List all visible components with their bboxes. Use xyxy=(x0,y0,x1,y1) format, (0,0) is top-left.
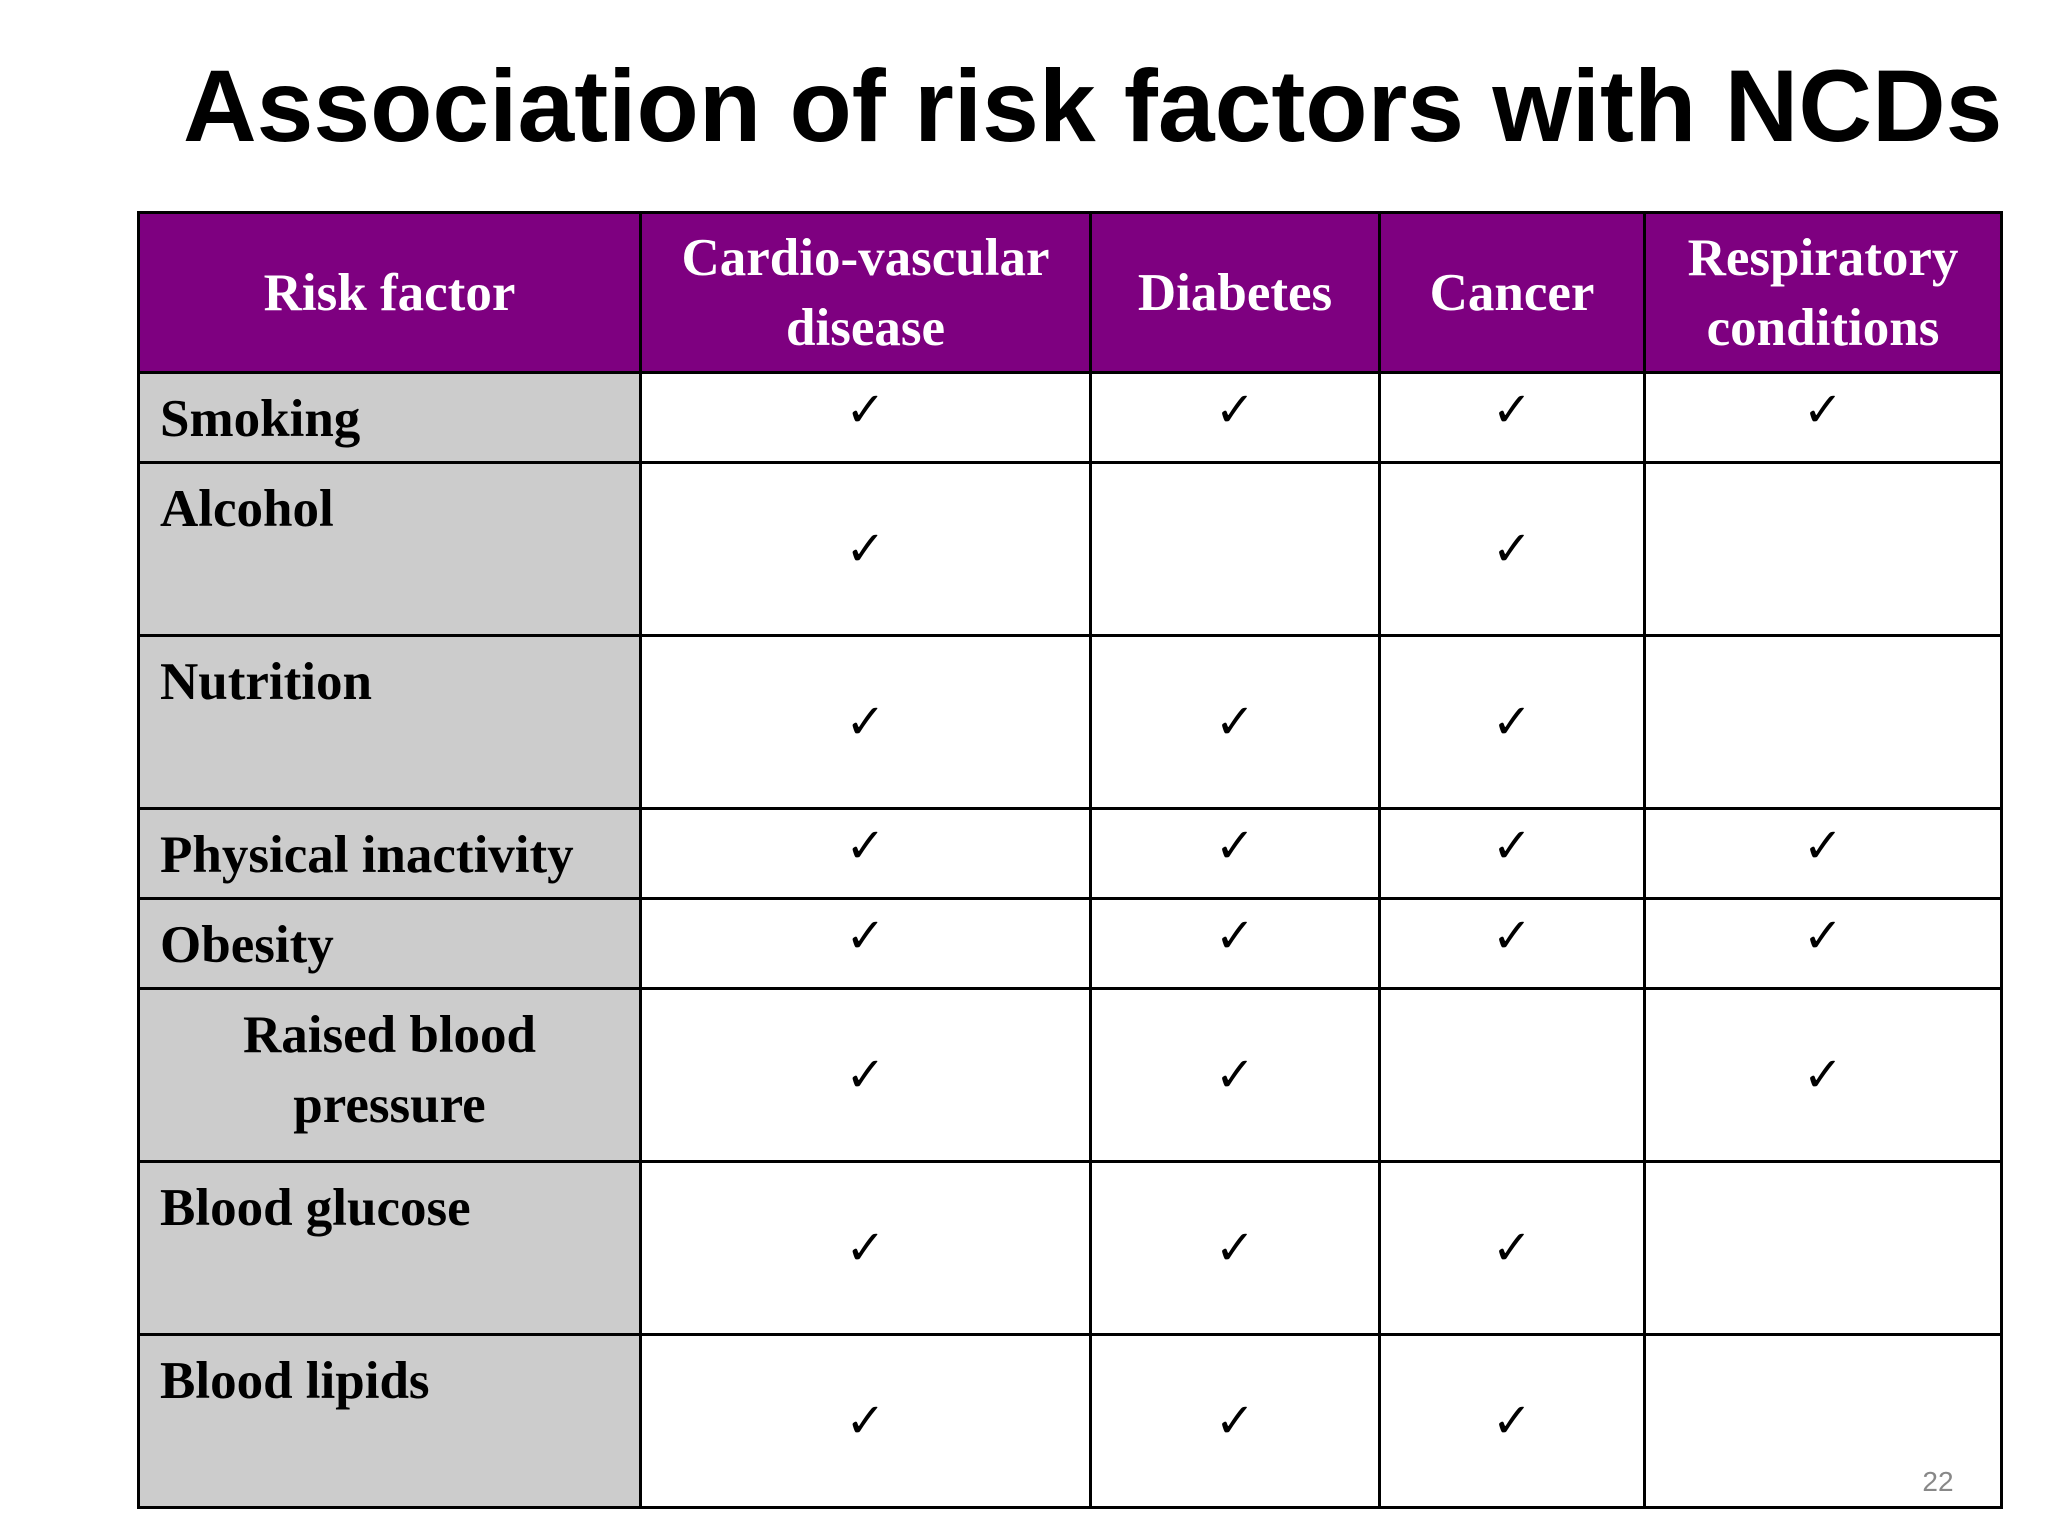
mark-cell-cancer: ✓ xyxy=(1378,1333,1646,1509)
check-mark-icon: ✓ xyxy=(845,694,886,750)
risk-factor-label: Physical inactivity xyxy=(137,807,642,900)
risk-factor-label: Blood glucose xyxy=(137,1160,642,1336)
mark-cell-cancer: ✓ xyxy=(1378,634,1646,810)
mark-cell-cardiovascular: ✓ xyxy=(639,897,1092,990)
check-mark-icon: ✓ xyxy=(1214,908,1256,964)
risk-factor-label: Smoking xyxy=(137,371,642,464)
mark-cell-cardiovascular: ✓ xyxy=(639,371,1092,464)
mark-cell-respiratory: ✓ xyxy=(1643,987,2003,1163)
check-mark-icon: ✓ xyxy=(1214,1220,1256,1276)
table-row: Blood lipids ✓ ✓ ✓ xyxy=(137,1333,2003,1509)
check-mark-icon: ✓ xyxy=(845,382,886,438)
check-mark-icon: ✓ xyxy=(1214,1393,1256,1449)
check-mark-icon: ✓ xyxy=(845,818,886,874)
check-mark-icon: ✓ xyxy=(1491,1393,1533,1449)
check-mark-icon: ✓ xyxy=(1214,694,1256,750)
mark-cell-diabetes: ✓ xyxy=(1089,807,1381,900)
mark-cell-cardiovascular: ✓ xyxy=(639,634,1092,810)
mark-cell-cancer: ✓ xyxy=(1378,371,1646,464)
mark-cell-diabetes: ✓ xyxy=(1089,634,1381,810)
mark-cell-respiratory: ✓ xyxy=(1643,807,2003,900)
check-mark-icon: ✓ xyxy=(1491,1220,1533,1276)
table-row: Alcohol ✓ ✓ xyxy=(137,461,2003,637)
check-mark-icon: ✓ xyxy=(1491,521,1533,577)
check-mark-icon: ✓ xyxy=(845,1220,886,1276)
table-header-row: Risk factor Cardio-vascular disease Diab… xyxy=(137,211,2003,374)
table-row: Obesity ✓ ✓ ✓ ✓ xyxy=(137,897,2003,990)
table-row: Raised blood pressure ✓ ✓ ✓ xyxy=(137,987,2003,1163)
risk-factor-label: Alcohol xyxy=(137,461,642,637)
mark-cell-diabetes: ✓ xyxy=(1089,987,1381,1163)
mark-cell-cancer: ✓ xyxy=(1378,807,1646,900)
mark-cell-cancer: ✓ xyxy=(1378,1160,1646,1336)
mark-cell-respiratory xyxy=(1643,461,2003,637)
mark-cell-diabetes: ✓ xyxy=(1089,897,1381,990)
check-mark-icon: ✓ xyxy=(845,908,886,964)
table-row: Smoking ✓ ✓ ✓ ✓ xyxy=(137,371,2003,464)
check-mark-icon: ✓ xyxy=(1214,1047,1256,1103)
mark-cell-cardiovascular: ✓ xyxy=(639,807,1092,900)
header-risk-factor: Risk factor xyxy=(137,211,642,374)
risk-factor-table: Risk factor Cardio-vascular disease Diab… xyxy=(137,211,2003,1509)
check-mark-icon: ✓ xyxy=(845,1047,886,1103)
table-row: Nutrition ✓ ✓ ✓ xyxy=(137,634,2003,810)
header-diabetes: Diabetes xyxy=(1089,211,1381,374)
risk-factor-label: Blood lipids xyxy=(137,1333,642,1509)
check-mark-icon: ✓ xyxy=(1491,908,1533,964)
check-mark-icon: ✓ xyxy=(845,521,886,577)
mark-cell-respiratory xyxy=(1643,1333,2003,1509)
mark-cell-cancer: ✓ xyxy=(1378,897,1646,990)
mark-cell-respiratory xyxy=(1643,1160,2003,1336)
check-mark-icon: ✓ xyxy=(1802,1047,1844,1103)
check-mark-icon: ✓ xyxy=(845,1393,886,1449)
check-mark-icon: ✓ xyxy=(1802,382,1844,438)
mark-cell-respiratory: ✓ xyxy=(1643,897,2003,990)
risk-factor-label: Nutrition xyxy=(137,634,642,810)
table-row: Blood glucose ✓ ✓ ✓ xyxy=(137,1160,2003,1336)
header-cancer: Cancer xyxy=(1378,211,1646,374)
slide-title: Association of risk factors with NCDs xyxy=(183,49,2003,163)
mark-cell-respiratory: ✓ xyxy=(1643,371,2003,464)
mark-cell-cardiovascular: ✓ xyxy=(639,987,1092,1163)
mark-cell-respiratory xyxy=(1643,634,2003,810)
mark-cell-cardiovascular: ✓ xyxy=(639,461,1092,637)
mark-cell-diabetes: ✓ xyxy=(1089,1160,1381,1336)
mark-cell-cardiovascular: ✓ xyxy=(639,1160,1092,1336)
check-mark-icon: ✓ xyxy=(1214,818,1256,874)
table-row: Physical inactivity ✓ ✓ ✓ ✓ xyxy=(137,807,2003,900)
mark-cell-diabetes: ✓ xyxy=(1089,371,1381,464)
page-number: 22 xyxy=(1922,1466,1954,1497)
check-mark-icon: ✓ xyxy=(1214,382,1256,438)
risk-factor-label: Obesity xyxy=(137,897,642,990)
header-cardiovascular: Cardio-vascular disease xyxy=(639,211,1092,374)
mark-cell-diabetes xyxy=(1089,461,1381,637)
check-mark-icon: ✓ xyxy=(1491,818,1533,874)
mark-cell-cancer xyxy=(1378,987,1646,1163)
check-mark-icon: ✓ xyxy=(1491,694,1533,750)
check-mark-icon: ✓ xyxy=(1802,818,1844,874)
header-respiratory: Respiratory conditions xyxy=(1643,211,2003,374)
mark-cell-cancer: ✓ xyxy=(1378,461,1646,637)
risk-factor-label: Raised blood pressure xyxy=(137,987,642,1163)
mark-cell-diabetes: ✓ xyxy=(1089,1333,1381,1509)
check-mark-icon: ✓ xyxy=(1491,382,1533,438)
mark-cell-cardiovascular: ✓ xyxy=(639,1333,1092,1509)
check-mark-icon: ✓ xyxy=(1802,908,1844,964)
